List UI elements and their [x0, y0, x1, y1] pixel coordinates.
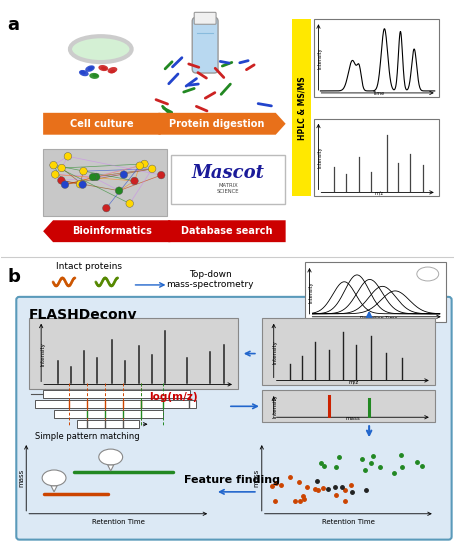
Text: Database search: Database search — [181, 226, 273, 236]
Text: log(m/z): log(m/z) — [149, 392, 197, 403]
Text: mass: mass — [18, 469, 24, 487]
Polygon shape — [51, 486, 57, 492]
Text: FLASHDeconv: FLASHDeconv — [29, 308, 138, 322]
Text: Top-down
mass-spectrometry: Top-down mass-spectrometry — [167, 270, 254, 289]
Ellipse shape — [85, 65, 95, 72]
FancyBboxPatch shape — [192, 17, 218, 73]
FancyBboxPatch shape — [172, 154, 285, 205]
Ellipse shape — [98, 65, 108, 71]
FancyBboxPatch shape — [262, 318, 435, 385]
FancyBboxPatch shape — [43, 149, 167, 217]
Ellipse shape — [89, 73, 99, 79]
Text: Feature finding: Feature finding — [184, 475, 280, 485]
Text: Retention Time: Retention Time — [360, 316, 398, 321]
Polygon shape — [43, 113, 170, 135]
Polygon shape — [108, 465, 114, 471]
Text: Retention Time: Retention Time — [92, 519, 145, 525]
FancyBboxPatch shape — [35, 400, 196, 409]
Circle shape — [58, 177, 65, 184]
Circle shape — [126, 200, 133, 207]
Text: Time: Time — [373, 91, 384, 96]
Ellipse shape — [70, 36, 131, 62]
Circle shape — [76, 181, 84, 188]
Ellipse shape — [79, 70, 89, 76]
Text: b: b — [7, 268, 20, 286]
FancyBboxPatch shape — [314, 119, 439, 196]
FancyBboxPatch shape — [194, 13, 216, 24]
Polygon shape — [158, 113, 286, 135]
Ellipse shape — [417, 267, 439, 281]
Text: Intensity: Intensity — [40, 342, 45, 366]
Circle shape — [92, 173, 100, 181]
Circle shape — [79, 181, 86, 188]
Text: Protein digestion: Protein digestion — [169, 119, 265, 129]
FancyBboxPatch shape — [29, 318, 238, 390]
Ellipse shape — [110, 70, 116, 73]
Text: Intact proteins: Intact proteins — [56, 262, 122, 271]
Text: MATRIX
SCIENCE: MATRIX SCIENCE — [217, 183, 239, 194]
Circle shape — [148, 165, 156, 172]
Circle shape — [131, 177, 138, 185]
Circle shape — [80, 168, 87, 175]
FancyBboxPatch shape — [304, 262, 445, 322]
Ellipse shape — [42, 470, 66, 486]
FancyBboxPatch shape — [16, 297, 452, 540]
Ellipse shape — [92, 73, 98, 77]
Text: m/z: m/z — [374, 190, 383, 195]
Circle shape — [120, 171, 128, 178]
FancyBboxPatch shape — [262, 391, 435, 422]
Ellipse shape — [99, 449, 123, 465]
FancyBboxPatch shape — [43, 391, 190, 398]
Text: Simple pattern matching: Simple pattern matching — [35, 432, 140, 441]
Circle shape — [58, 164, 66, 172]
Polygon shape — [43, 220, 170, 242]
FancyBboxPatch shape — [77, 420, 138, 428]
Text: Intensity: Intensity — [318, 47, 323, 69]
Circle shape — [64, 152, 71, 160]
FancyBboxPatch shape — [292, 19, 312, 196]
Circle shape — [102, 205, 110, 212]
Circle shape — [157, 171, 165, 179]
Ellipse shape — [107, 67, 117, 73]
Text: Intensity: Intensity — [273, 339, 278, 363]
Circle shape — [115, 187, 123, 194]
Text: Cell culture: Cell culture — [70, 119, 134, 129]
Text: Intensity: Intensity — [318, 147, 323, 168]
Text: Bioinformatics: Bioinformatics — [72, 226, 152, 236]
FancyBboxPatch shape — [314, 19, 439, 97]
Circle shape — [61, 181, 69, 188]
Circle shape — [136, 162, 143, 170]
Text: mass: mass — [346, 416, 361, 421]
Circle shape — [89, 174, 97, 181]
Text: a: a — [7, 16, 20, 34]
Circle shape — [50, 162, 57, 169]
Circle shape — [51, 171, 59, 178]
Circle shape — [141, 160, 148, 168]
Text: Intensity: Intensity — [273, 394, 278, 418]
Text: Mascot: Mascot — [192, 164, 264, 182]
FancyBboxPatch shape — [54, 410, 163, 418]
Text: Intensity: Intensity — [308, 281, 313, 302]
Ellipse shape — [101, 66, 107, 70]
Text: m/z: m/z — [348, 379, 359, 385]
Text: Retention Time: Retention Time — [322, 519, 375, 525]
Text: HPLC & MS/MS: HPLC & MS/MS — [297, 76, 306, 140]
Text: mass: mass — [254, 469, 260, 487]
Ellipse shape — [88, 66, 94, 70]
Ellipse shape — [80, 71, 86, 75]
Polygon shape — [158, 220, 286, 242]
